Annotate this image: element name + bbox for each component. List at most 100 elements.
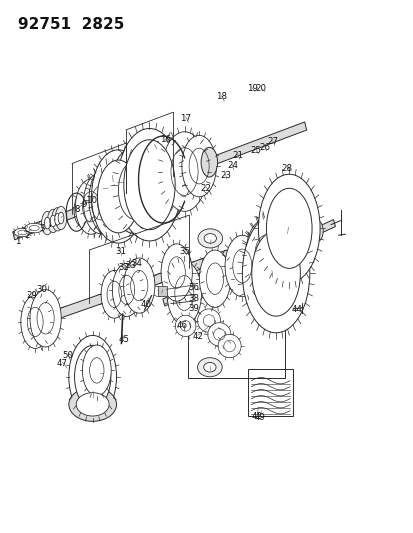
Ellipse shape — [197, 229, 222, 248]
Text: 35: 35 — [179, 247, 190, 256]
Text: 7: 7 — [109, 172, 115, 181]
Text: 50: 50 — [282, 224, 293, 233]
Ellipse shape — [197, 309, 220, 332]
Text: 8: 8 — [74, 205, 80, 214]
Ellipse shape — [242, 214, 309, 333]
Ellipse shape — [55, 206, 66, 230]
Polygon shape — [13, 122, 306, 240]
Polygon shape — [26, 247, 235, 329]
Bar — [188, 273, 285, 378]
Ellipse shape — [74, 193, 90, 227]
Text: 46: 46 — [176, 321, 188, 330]
Ellipse shape — [25, 223, 43, 233]
Ellipse shape — [101, 270, 127, 318]
Text: 2: 2 — [24, 231, 30, 240]
Text: 34: 34 — [131, 259, 142, 268]
Text: 42: 42 — [192, 332, 203, 341]
Text: 29: 29 — [27, 291, 38, 300]
Text: 31: 31 — [115, 247, 126, 256]
Text: 39: 39 — [188, 304, 199, 313]
Text: 22: 22 — [200, 183, 211, 192]
Text: 20: 20 — [255, 84, 266, 93]
Text: 42: 42 — [251, 411, 262, 421]
Ellipse shape — [225, 235, 259, 297]
Text: 41: 41 — [205, 237, 216, 246]
Text: 92751  2825: 92751 2825 — [18, 17, 124, 33]
Ellipse shape — [55, 213, 60, 225]
Ellipse shape — [41, 212, 53, 235]
Ellipse shape — [83, 172, 118, 234]
Text: 38: 38 — [188, 294, 199, 303]
Text: 37: 37 — [156, 289, 167, 298]
Ellipse shape — [204, 233, 216, 243]
Text: 42: 42 — [97, 369, 109, 378]
Text: 30: 30 — [36, 285, 47, 294]
Text: 13: 13 — [112, 178, 123, 187]
Ellipse shape — [123, 140, 175, 230]
Ellipse shape — [47, 209, 59, 232]
Text: 1: 1 — [15, 237, 21, 246]
Text: 3: 3 — [39, 224, 44, 233]
Text: 19: 19 — [246, 84, 257, 93]
Ellipse shape — [58, 212, 64, 224]
Text: 43: 43 — [266, 268, 277, 276]
Text: 45: 45 — [118, 335, 129, 344]
Text: 18: 18 — [215, 92, 226, 101]
Bar — [247, 369, 293, 416]
Ellipse shape — [311, 220, 323, 241]
Text: 5: 5 — [52, 217, 57, 226]
Text: 50: 50 — [62, 351, 74, 360]
Text: 36: 36 — [188, 283, 199, 292]
Ellipse shape — [75, 179, 107, 234]
Ellipse shape — [118, 161, 151, 220]
Text: 17: 17 — [180, 114, 191, 123]
Text: 24: 24 — [226, 161, 237, 170]
Ellipse shape — [69, 335, 116, 418]
Ellipse shape — [82, 345, 111, 396]
Ellipse shape — [112, 263, 141, 317]
Bar — [158, 286, 166, 296]
Ellipse shape — [181, 135, 216, 197]
Text: 10: 10 — [85, 196, 96, 205]
Text: 26: 26 — [259, 143, 269, 152]
Ellipse shape — [199, 250, 230, 308]
Text: 41: 41 — [204, 367, 215, 376]
Ellipse shape — [74, 345, 111, 408]
Polygon shape — [162, 220, 335, 306]
Ellipse shape — [76, 393, 109, 416]
Text: 9: 9 — [82, 200, 87, 209]
Ellipse shape — [161, 132, 206, 211]
Ellipse shape — [207, 322, 230, 346]
Text: 14: 14 — [142, 146, 152, 155]
Ellipse shape — [97, 160, 139, 233]
Ellipse shape — [117, 128, 181, 241]
Ellipse shape — [89, 164, 130, 236]
Ellipse shape — [21, 295, 50, 349]
Text: 27: 27 — [267, 138, 278, 147]
Ellipse shape — [197, 358, 222, 377]
Ellipse shape — [50, 215, 56, 227]
Ellipse shape — [175, 316, 195, 336]
Text: 4: 4 — [46, 220, 52, 229]
Text: 40: 40 — [140, 300, 151, 309]
Text: 6: 6 — [58, 214, 64, 223]
Text: 47: 47 — [57, 359, 68, 367]
Text: 48: 48 — [87, 393, 98, 402]
Text: 15: 15 — [149, 141, 159, 150]
Ellipse shape — [251, 231, 300, 316]
Ellipse shape — [14, 228, 31, 237]
Ellipse shape — [245, 219, 286, 291]
Text: 33: 33 — [125, 261, 136, 270]
Ellipse shape — [166, 261, 201, 325]
Ellipse shape — [201, 147, 217, 177]
Text: 32: 32 — [118, 263, 129, 272]
Ellipse shape — [30, 289, 61, 347]
Text: 12: 12 — [104, 182, 116, 191]
Text: 44: 44 — [290, 305, 301, 314]
Ellipse shape — [203, 362, 216, 372]
Text: 21: 21 — [232, 151, 243, 160]
Ellipse shape — [218, 334, 240, 358]
Ellipse shape — [44, 217, 50, 229]
Text: 11: 11 — [97, 185, 109, 194]
Ellipse shape — [69, 387, 116, 421]
